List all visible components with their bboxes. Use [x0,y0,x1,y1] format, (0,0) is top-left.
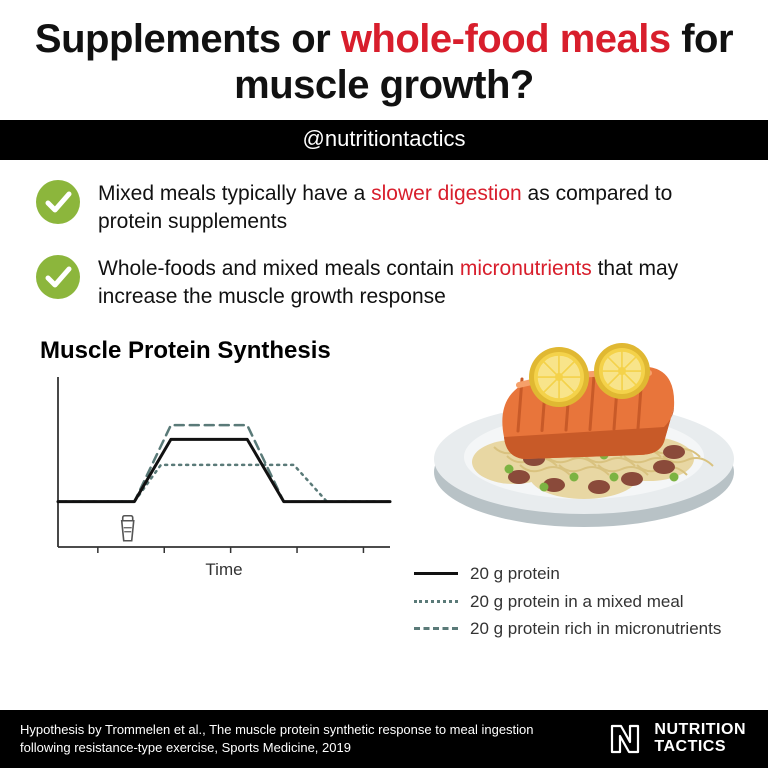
footer-bar: Hypothesis by Trommelen et al., The musc… [0,710,768,768]
title-accent: whole-food meals [341,17,671,61]
legend-item: 20 g protein in a mixed meal [414,588,744,615]
legend-swatch-dotted [414,600,458,603]
logo-line2: TACTICS [654,739,746,756]
handle-text: @nutritiontactics [303,126,466,151]
page-title: Supplements or whole-food meals for musc… [0,0,768,120]
brand-logo: NUTRITION TACTICS [606,720,746,758]
point-text: Mixed meals typically have a slower dige… [98,180,732,237]
legend-item: 20 g protein rich in micronutrients [414,615,744,642]
title-pre: Supplements or [35,17,341,61]
point-item: Whole-foods and mixed meals contain micr… [36,255,732,312]
chart-title: Muscle Protein Synthesis [40,337,406,365]
points-list: Mixed meals typically have a slower dige… [0,160,768,337]
mps-chart: Time [36,371,396,581]
chart-legend: 20 g protein 20 g protein in a mixed mea… [414,560,744,642]
legend-item: 20 g protein [414,560,744,587]
logo-line1: NUTRITION [654,722,746,739]
citation-text: Hypothesis by Trommelen et al., The musc… [20,721,540,756]
handle-bar: @nutritiontactics [0,120,768,160]
legend-swatch-dashed [414,627,458,630]
svg-text:Time: Time [205,560,242,579]
logo-icon [606,720,644,758]
food-plate-icon [424,327,744,552]
check-icon [36,255,80,299]
legend-swatch-solid [414,572,458,575]
point-text: Whole-foods and mixed meals contain micr… [98,255,732,312]
point-item: Mixed meals typically have a slower dige… [36,180,732,237]
check-icon [36,180,80,224]
